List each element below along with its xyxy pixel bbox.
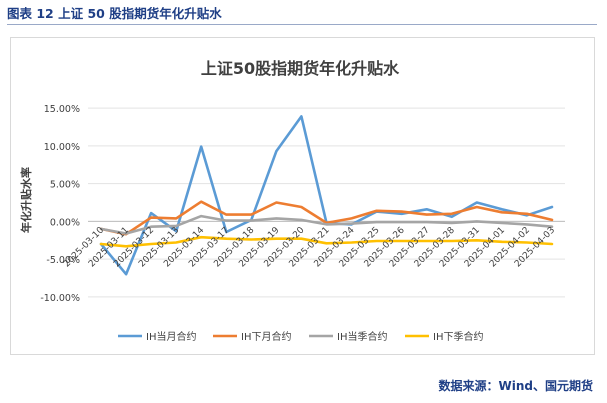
y-tick-label: -10.00%	[40, 293, 80, 304]
y-tick-label: -5.00%	[46, 255, 80, 266]
y-tick-labels: -10.00% -5.00% 0.00% 5.00% 10.00% 15.00%	[40, 104, 80, 304]
y-axis-label: 年化升贴水率	[19, 167, 33, 233]
series-line-IH下季合约	[99, 235, 554, 248]
legend-label: IH下季合约	[433, 330, 483, 343]
legend: IH当月合约 IH下月合约 IH当季合约 IH下季合约	[118, 330, 483, 343]
legend-label: IH当季合约	[337, 330, 387, 343]
series-line-IH下月合约	[99, 200, 554, 236]
y-tick-label: 10.00%	[44, 142, 80, 153]
series-line-IH当季合约	[99, 214, 554, 235]
legend-label: IH当月合约	[146, 330, 196, 343]
figure-caption: 图表 12 上证 50 股指期货年化升贴水	[7, 6, 222, 21]
chart-title: 上证50股指期货年化升贴水	[201, 59, 400, 78]
chart-frame	[10, 37, 595, 355]
source-note: 数据来源：Wind、国元期货	[438, 379, 593, 393]
y-tick-label: 0.00%	[50, 217, 80, 228]
caption-divider	[7, 24, 597, 25]
legend-label: IH下月合约	[241, 330, 291, 343]
y-tick-label: 15.00%	[44, 104, 80, 115]
y-tick-label: 5.00%	[50, 180, 80, 191]
series-lines	[99, 115, 554, 276]
